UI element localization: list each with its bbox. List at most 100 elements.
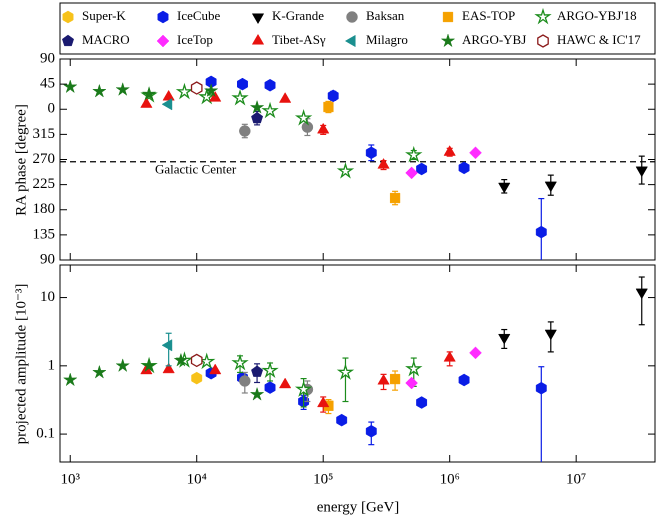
- point: [336, 413, 348, 427]
- point: [336, 363, 355, 380]
- point: [209, 363, 222, 375]
- point: [141, 86, 157, 101]
- point: [365, 146, 377, 160]
- legend-marker: [156, 34, 170, 48]
- x-tick-label: 10⁴: [187, 471, 207, 487]
- point: [162, 89, 175, 101]
- point: [161, 98, 173, 111]
- point: [294, 109, 313, 126]
- legend-label: IceCube: [177, 8, 221, 23]
- legend-marker: [62, 10, 74, 24]
- plot-area: [62, 75, 648, 260]
- y-axis-label: projected amplitude [10⁻³]: [13, 284, 29, 445]
- point: [498, 182, 511, 194]
- point: [469, 146, 482, 160]
- x-tick-label: 10⁶: [440, 471, 460, 487]
- point: [535, 381, 547, 395]
- point: [278, 377, 292, 389]
- point: [251, 365, 264, 377]
- point: [115, 358, 131, 373]
- legend-label: ARGO-YBJ: [462, 32, 526, 47]
- point: [239, 125, 251, 137]
- point: [365, 424, 377, 438]
- point: [405, 359, 423, 377]
- y-tick-label: 45: [40, 76, 55, 92]
- legend-marker: [61, 34, 75, 47]
- point: [92, 83, 107, 98]
- y-tick-label: 135: [33, 226, 56, 242]
- legend-marker: [344, 34, 356, 48]
- legend-marker: [534, 7, 552, 25]
- legend-label: Super-K: [82, 8, 126, 23]
- x-tick-label: 10⁷: [566, 471, 586, 487]
- point: [278, 92, 292, 103]
- point: [62, 79, 78, 94]
- point: [261, 101, 279, 119]
- error-bar: [638, 276, 645, 326]
- legend-label: Baksan: [366, 8, 405, 23]
- point: [175, 82, 194, 100]
- reference-label: Galactic Center: [155, 162, 237, 177]
- legend-label: HAWC & IC'17: [557, 32, 641, 47]
- point: [635, 166, 648, 178]
- point: [249, 386, 265, 401]
- point: [198, 87, 216, 105]
- legend-label: MACRO: [82, 32, 130, 47]
- error-bar: [538, 366, 545, 462]
- legend-label: IceTop: [177, 32, 213, 47]
- point: [498, 333, 511, 345]
- point: [162, 362, 175, 374]
- point: [62, 372, 78, 387]
- y-tick-label: 1: [48, 357, 56, 373]
- point: [140, 97, 153, 108]
- y-axis-label: RA phase [degree]: [13, 104, 29, 216]
- legend-marker: [251, 13, 265, 25]
- point: [336, 162, 355, 179]
- y-tick-label: 0: [48, 101, 56, 117]
- plot-frame: [59, 264, 656, 463]
- point: [190, 81, 203, 95]
- legend-marker: [537, 34, 549, 48]
- point: [405, 166, 418, 180]
- point: [251, 111, 264, 124]
- point: [327, 89, 339, 103]
- point: [377, 373, 390, 385]
- point: [237, 77, 248, 91]
- y-tick-label: 90: [40, 251, 55, 267]
- point: [203, 83, 219, 98]
- point: [264, 381, 276, 394]
- point: [635, 288, 648, 300]
- x-tick-label: 10³: [60, 471, 80, 487]
- point: [115, 81, 131, 96]
- point: [458, 373, 470, 387]
- point: [469, 346, 482, 360]
- point: [239, 375, 251, 387]
- point: [161, 339, 173, 352]
- x-tick-label: 10⁵: [313, 471, 333, 487]
- point: [443, 350, 456, 362]
- y-tick-label: 270: [33, 151, 56, 167]
- point: [323, 101, 334, 113]
- point: [416, 396, 428, 409]
- point: [92, 364, 107, 379]
- point: [416, 162, 428, 176]
- point: [405, 145, 423, 163]
- x-axis-label: energy [GeV]: [317, 499, 400, 515]
- legend-label: EAS-TOP: [462, 8, 515, 23]
- y-tick-label: 0.1: [36, 426, 55, 442]
- legend-label: Tibet-ASγ: [272, 32, 326, 47]
- legend-marker: [440, 33, 456, 48]
- point: [317, 122, 330, 134]
- legend-marker: [251, 33, 265, 45]
- legend-marker: [442, 11, 454, 23]
- point: [544, 329, 557, 341]
- point: [191, 371, 203, 385]
- point: [249, 99, 265, 114]
- point: [231, 353, 249, 371]
- legend-label: Milagro: [366, 32, 408, 47]
- point: [294, 380, 313, 397]
- point: [190, 353, 203, 368]
- point: [173, 352, 189, 367]
- point: [264, 78, 276, 92]
